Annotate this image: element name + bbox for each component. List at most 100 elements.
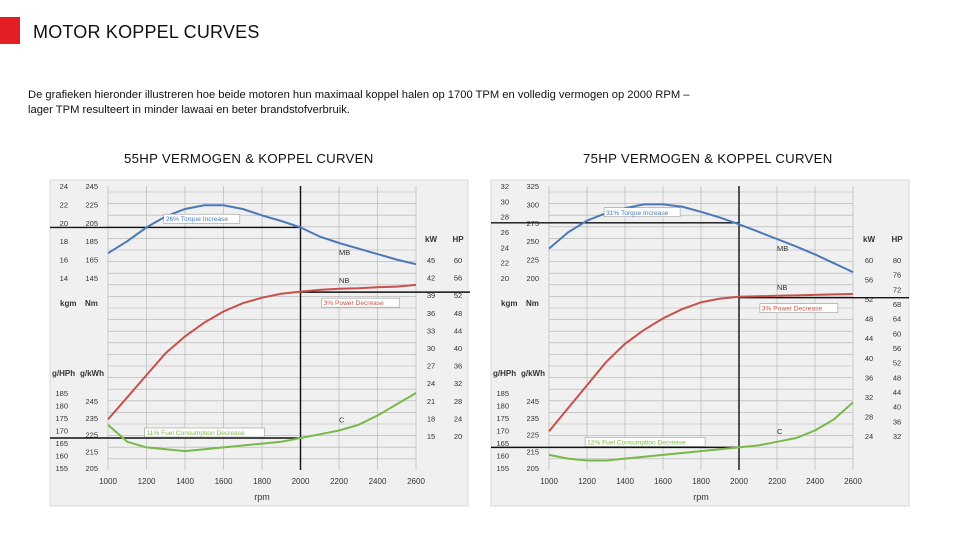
hp-tick-label: 76 (893, 271, 901, 280)
torque-axis-label-kgm: kgm (501, 299, 517, 308)
torque-axis-label-nm: Nm (85, 299, 98, 308)
x-tick-label: 1600 (654, 477, 672, 486)
x-tick-label: 2600 (844, 477, 862, 486)
gkwh-tick-label: 235 (526, 414, 539, 423)
x-tick-label: 2400 (806, 477, 824, 486)
kw-tick-label: 45 (427, 256, 435, 265)
kgm-tick-label: 30 (501, 197, 509, 206)
ghph-tick-label: 155 (496, 464, 509, 473)
kw-tick-label: 44 (865, 334, 873, 343)
x-tick-label: 1400 (176, 477, 194, 486)
series-line-fuel (548, 401, 854, 462)
hp-tick-label: 28 (454, 397, 462, 406)
nm-tick-label: 145 (85, 274, 98, 283)
hp-tick-label: 72 (893, 285, 901, 294)
chart-title-55hp: 55HP VERMOGEN & KOPPEL CURVEN (124, 151, 374, 166)
hp-tick-label: 52 (454, 291, 462, 300)
hp-tick-label: 44 (454, 326, 462, 335)
annotation-fuel-box (584, 437, 706, 447)
fuel-axis-label-gkwh: g/kWh (80, 369, 104, 378)
kw-tick-label: 52 (865, 295, 873, 304)
gkwh-tick-label: 245 (526, 397, 539, 406)
series-label-fuel: C (777, 427, 783, 436)
annotation-torque: 26% Torque Increase (166, 216, 229, 223)
ghph-tick-label: 185 (55, 389, 68, 398)
hp-tick-label: 60 (893, 329, 901, 338)
ghph-tick-label: 155 (55, 464, 68, 473)
kgm-tick-label: 22 (60, 200, 68, 209)
x-tick-label: 1000 (540, 477, 558, 486)
hp-tick-label: 36 (893, 417, 901, 426)
kgm-tick-label: 28 (501, 213, 509, 222)
series-line-torque (548, 203, 854, 274)
nm-tick-label: 245 (85, 182, 98, 191)
hp-tick-label: 52 (893, 359, 901, 368)
ghph-tick-label: 185 (496, 389, 509, 398)
hp-tick-label: 56 (454, 274, 462, 283)
intro-line-2: lager TPM resulteert in minder lawaai en… (28, 104, 350, 116)
ghph-tick-label: 165 (496, 439, 509, 448)
kgm-tick-label: 32 (501, 182, 509, 191)
annotation-power-box (759, 303, 839, 313)
nm-tick-label: 165 (85, 256, 98, 265)
series-line-power (107, 283, 417, 421)
annotation-torque-box (163, 213, 241, 224)
gkwh-tick-label: 215 (526, 447, 539, 456)
hp-tick-label: 80 (893, 256, 901, 265)
kgm-tick-label: 14 (60, 274, 68, 283)
x-axis-label: rpm (693, 492, 709, 502)
gkwh-tick-label: 235 (85, 414, 98, 423)
kgm-tick-label: 20 (501, 274, 509, 283)
nm-tick-label: 185 (85, 237, 98, 246)
kgm-tick-label: 20 (60, 219, 68, 228)
chart-55hp: 1000 1200 1400 1600 1800 2000 2200 2400 2600 rpm 2… (49, 179, 470, 507)
series-line-torque (107, 204, 417, 266)
x-axis-label: rpm (254, 492, 270, 502)
x-tick-label: 2200 (330, 477, 348, 486)
kw-tick-label: 24 (865, 432, 873, 441)
annotation-torque-box (603, 207, 681, 218)
nm-tick-label: 205 (85, 219, 98, 228)
ghph-tick-label: 170 (496, 427, 509, 436)
intro-text: De grafieken hieronder illustreren hoe b… (28, 88, 818, 118)
chart-75hp: 1000 1200 1400 1600 1800 2000 2200 2400 2600 rpm 3… (490, 179, 910, 507)
kw-tick-label: 39 (427, 291, 435, 300)
fuel-axis-label-gkwh: g/kWh (521, 369, 545, 378)
x-tick-label: 1000 (99, 477, 117, 486)
kgm-tick-label: 26 (501, 228, 509, 237)
x-tick-label: 2200 (768, 477, 786, 486)
annotation-fuel: 12% Fuel Consumption Decrease (587, 439, 686, 446)
hp-tick-label: 24 (454, 414, 462, 423)
title-accent-bar (0, 17, 20, 44)
power-axis-label-hp: HP (891, 235, 903, 244)
slide-title: MOTOR KOPPEL CURVES (33, 22, 260, 42)
series-label-fuel: C (339, 416, 345, 425)
ghph-tick-label: 160 (55, 452, 68, 461)
series-label-power: NB (339, 276, 349, 285)
x-tick-label: 2000 (730, 477, 748, 486)
chart-title-75hp: 75HP VERMOGEN & KOPPEL CURVEN (583, 151, 833, 166)
ghph-tick-label: 180 (55, 402, 68, 411)
kw-tick-label: 56 (865, 276, 873, 285)
series-label-power: NB (777, 283, 787, 292)
hp-tick-label: 48 (454, 309, 462, 318)
series-line-power (548, 293, 854, 433)
kw-tick-label: 40 (865, 354, 873, 363)
kw-tick-label: 28 (865, 412, 873, 421)
fuel-axis-label-ghph: g/HPh (52, 369, 75, 378)
kw-tick-label: 30 (427, 344, 435, 353)
kw-tick-label: 18 (427, 414, 435, 423)
x-tick-label: 1200 (138, 477, 156, 486)
kw-tick-label: 15 (427, 432, 435, 441)
nm-tick-label: 325 (526, 182, 539, 191)
hp-tick-label: 68 (893, 300, 901, 309)
ghph-tick-label: 165 (55, 439, 68, 448)
gkwh-tick-label: 205 (526, 464, 539, 473)
hp-tick-label: 64 (893, 315, 901, 324)
kw-tick-label: 33 (427, 326, 435, 335)
x-tick-label: 1200 (578, 477, 596, 486)
ghph-tick-label: 175 (496, 414, 509, 423)
hp-tick-label: 60 (454, 256, 462, 265)
gkwh-tick-label: 225 (526, 431, 539, 440)
x-tick-label: 2000 (292, 477, 310, 486)
